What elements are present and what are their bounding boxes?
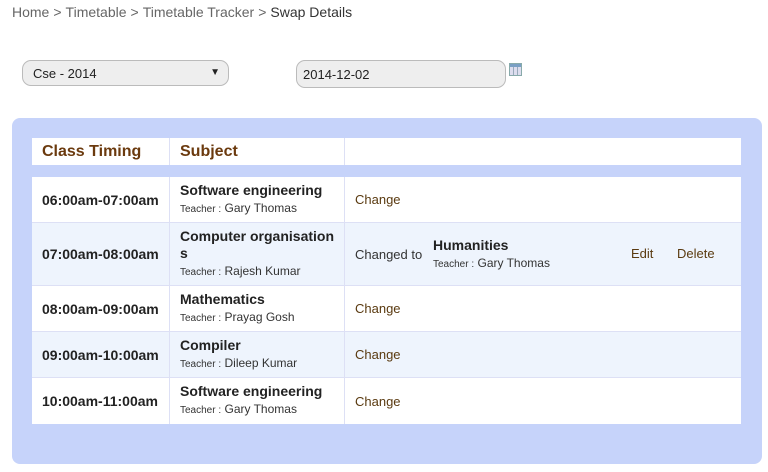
teacher-label: Teacher :: [180, 405, 222, 416]
subject-cell: Software engineering Teacher : Gary Thoma…: [170, 378, 345, 424]
subject-cell: Compiler Teacher : Dileep Kumar: [170, 332, 345, 377]
table-row: 06:00am-07:00am Software engineering Teac…: [32, 177, 741, 223]
class-select-value: Cse - 2014: [33, 66, 97, 81]
date-input[interactable]: 2014-12-02: [296, 60, 506, 88]
table-row: 07:00am-08:00am Computer organisations Te…: [32, 223, 741, 286]
breadcrumb-separator: >: [258, 4, 267, 20]
breadcrumb-separator: >: [130, 4, 139, 20]
edit-link[interactable]: Edit: [631, 246, 654, 261]
subject-cell: Mathematics Teacher : Prayag Gosh: [170, 286, 345, 331]
dropdown-arrow-icon: ▼: [210, 67, 220, 78]
teacher-label: Teacher :: [180, 359, 222, 370]
teacher-name: Gary Thomas: [224, 201, 297, 215]
breadcrumb-timetable-tracker[interactable]: Timetable Tracker: [142, 4, 255, 20]
breadcrumb-timetable[interactable]: Timetable: [65, 4, 127, 20]
new-teacher-name: Gary Thomas: [477, 256, 550, 270]
swap-panel: Class Timing Subject 06:00am-07:00am Sof…: [12, 118, 762, 464]
subject-name: Software engineering: [180, 383, 323, 399]
class-timing: 09:00am-10:00am: [32, 332, 170, 377]
teacher-name: Rajesh Kumar: [224, 264, 301, 278]
changed-to-label: Changed to: [355, 246, 423, 262]
change-link[interactable]: Change: [355, 301, 401, 316]
header-actions: [345, 138, 741, 165]
subject-name: Software engineering: [180, 182, 323, 198]
delete-link[interactable]: Delete: [677, 246, 715, 261]
change-link[interactable]: Change: [355, 192, 401, 207]
teacher-label: Teacher :: [180, 313, 222, 324]
table-header: Class Timing Subject: [32, 138, 741, 165]
class-timing: 06:00am-07:00am: [32, 177, 170, 222]
class-timing: 10:00am-11:00am: [32, 378, 170, 424]
teacher-label: Teacher :: [180, 204, 222, 215]
breadcrumb-current: Swap Details: [270, 4, 353, 20]
teacher-label: Teacher :: [180, 267, 222, 278]
calendar-icon[interactable]: [509, 63, 522, 76]
teacher-name: Gary Thomas: [224, 402, 297, 416]
timetable: 06:00am-07:00am Software engineering Teac…: [32, 177, 741, 424]
subject-cell: Software engineering Teacher : Gary Thoma…: [170, 177, 345, 222]
subject-cell: Computer organisations Teacher : Rajesh K…: [170, 223, 345, 285]
subject-name: Mathematics: [180, 291, 265, 307]
header-subject: Subject: [170, 138, 345, 165]
header-class-timing: Class Timing: [32, 138, 170, 165]
subject-name: Computer organisations: [180, 228, 335, 261]
new-subject-name: Humanities: [433, 237, 509, 253]
table-row: 10:00am-11:00am Software engineering Teac…: [32, 378, 741, 424]
subject-name: Compiler: [180, 337, 241, 353]
breadcrumb-home[interactable]: Home: [12, 4, 50, 20]
breadcrumb: Home > Timetable > Timetable Tracker > Swap De…: [12, 4, 352, 20]
teacher-name: Prayag Gosh: [224, 310, 295, 324]
breadcrumb-separator: >: [53, 4, 62, 20]
table-row: 09:00am-10:00am Compiler Teacher : Dileep…: [32, 332, 741, 378]
teacher-name: Dileep Kumar: [224, 356, 298, 370]
class-timing: 08:00am-09:00am: [32, 286, 170, 331]
change-link[interactable]: Change: [355, 393, 401, 409]
class-timing: 07:00am-08:00am: [32, 223, 170, 285]
change-link[interactable]: Change: [355, 347, 401, 362]
class-select[interactable]: Cse - 2014 ▼: [22, 60, 229, 86]
teacher-label: Teacher :: [433, 259, 475, 270]
table-row: 08:00am-09:00am Mathematics Teacher : Pra…: [32, 286, 741, 332]
